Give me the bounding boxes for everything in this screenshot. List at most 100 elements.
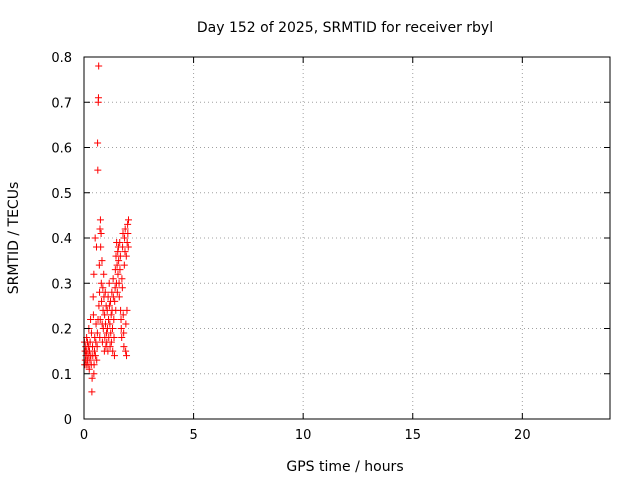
data-point — [114, 270, 122, 278]
data-point — [122, 252, 130, 260]
data-point — [94, 94, 102, 102]
data-point — [100, 270, 108, 278]
data-point — [95, 302, 103, 310]
y-tick-label: 0.4 — [51, 232, 72, 247]
y-tick-label: 0.3 — [51, 277, 72, 292]
data-point — [111, 284, 119, 292]
data-point — [109, 293, 117, 301]
data-point — [97, 229, 105, 237]
x-tick-label: 0 — [80, 428, 88, 443]
data-point — [93, 343, 101, 351]
data-point — [124, 229, 132, 237]
data-point — [97, 243, 105, 251]
data-point — [108, 325, 116, 332]
data-point — [91, 352, 99, 360]
data-point — [96, 315, 104, 323]
data-point — [95, 261, 103, 269]
data-point — [115, 257, 123, 265]
data-point — [106, 343, 114, 351]
data-point — [85, 365, 93, 373]
data-point — [96, 216, 104, 224]
data-point — [92, 320, 100, 328]
data-point — [92, 338, 100, 346]
data-point — [121, 225, 129, 233]
y-tick-label: 0.8 — [51, 51, 72, 66]
y-axis-label: SRMTID / TECUs — [6, 182, 22, 295]
data-point — [124, 216, 132, 224]
y-tick-label: 0.1 — [51, 368, 72, 383]
data-point — [118, 275, 126, 283]
data-point — [99, 284, 107, 292]
data-point — [117, 325, 125, 332]
x-axis-label: GPS time / hours — [286, 459, 403, 475]
data-point — [107, 311, 115, 319]
data-point — [91, 347, 99, 355]
data-point — [94, 166, 102, 174]
data-point — [101, 311, 109, 319]
data-point — [87, 315, 95, 323]
x-tick-label: 20 — [514, 428, 531, 443]
y-tick-label: 0 — [64, 413, 72, 428]
y-tick-label: 0.5 — [51, 187, 72, 202]
data-point — [124, 220, 132, 228]
data-point — [89, 311, 97, 319]
data-point — [116, 252, 124, 260]
y-tick-label: 0.6 — [51, 142, 72, 157]
data-point — [111, 297, 119, 305]
data-point — [106, 320, 114, 328]
data-point — [116, 239, 124, 247]
data-point — [93, 356, 101, 364]
data-point — [121, 248, 129, 256]
data-point — [110, 352, 118, 360]
data-point — [94, 139, 102, 147]
data-point — [117, 306, 125, 314]
data-point — [107, 338, 115, 346]
data-point — [109, 347, 117, 355]
data-point — [122, 347, 130, 355]
data-point — [107, 329, 115, 337]
data-point — [123, 306, 131, 314]
data-point — [117, 315, 125, 323]
data-point — [118, 284, 126, 292]
y-tick-label: 0.7 — [51, 96, 72, 111]
plot-frame — [83, 56, 611, 420]
x-tick-label: 10 — [295, 428, 312, 443]
data-point — [110, 315, 118, 323]
data-point — [119, 311, 127, 319]
grid-lines — [84, 57, 610, 419]
data-point — [90, 361, 98, 369]
data-point — [101, 288, 109, 296]
data-point — [96, 225, 104, 233]
data-point — [98, 257, 106, 265]
data-point — [118, 334, 126, 342]
data-point — [120, 343, 128, 351]
data-point — [105, 302, 113, 310]
data-point — [122, 320, 130, 328]
data-point — [86, 356, 94, 364]
data-point — [121, 234, 129, 242]
data-point — [88, 374, 96, 382]
x-tick-label: 5 — [189, 428, 197, 443]
data-point — [115, 279, 123, 287]
data-points — [80, 62, 132, 396]
data-point — [93, 329, 101, 337]
data-point — [123, 239, 131, 247]
data-point — [105, 279, 113, 287]
data-point — [90, 270, 98, 278]
data-point — [89, 293, 97, 301]
data-point — [113, 288, 121, 296]
data-point — [114, 248, 122, 256]
data-point — [120, 261, 128, 269]
axis-ticks: 0 5 10 15 20 0 0.1 0.2 0.3 0.4 0.5 0.6 0.7 0.8 — [51, 51, 610, 443]
data-point — [91, 234, 99, 242]
data-point — [88, 388, 96, 396]
data-point — [116, 266, 124, 274]
y-tick-label: 0.2 — [51, 323, 72, 338]
data-point — [115, 293, 123, 301]
data-point — [109, 275, 117, 283]
data-point — [123, 352, 131, 360]
data-point — [97, 279, 105, 287]
data-point — [124, 243, 132, 251]
data-point — [110, 334, 118, 342]
